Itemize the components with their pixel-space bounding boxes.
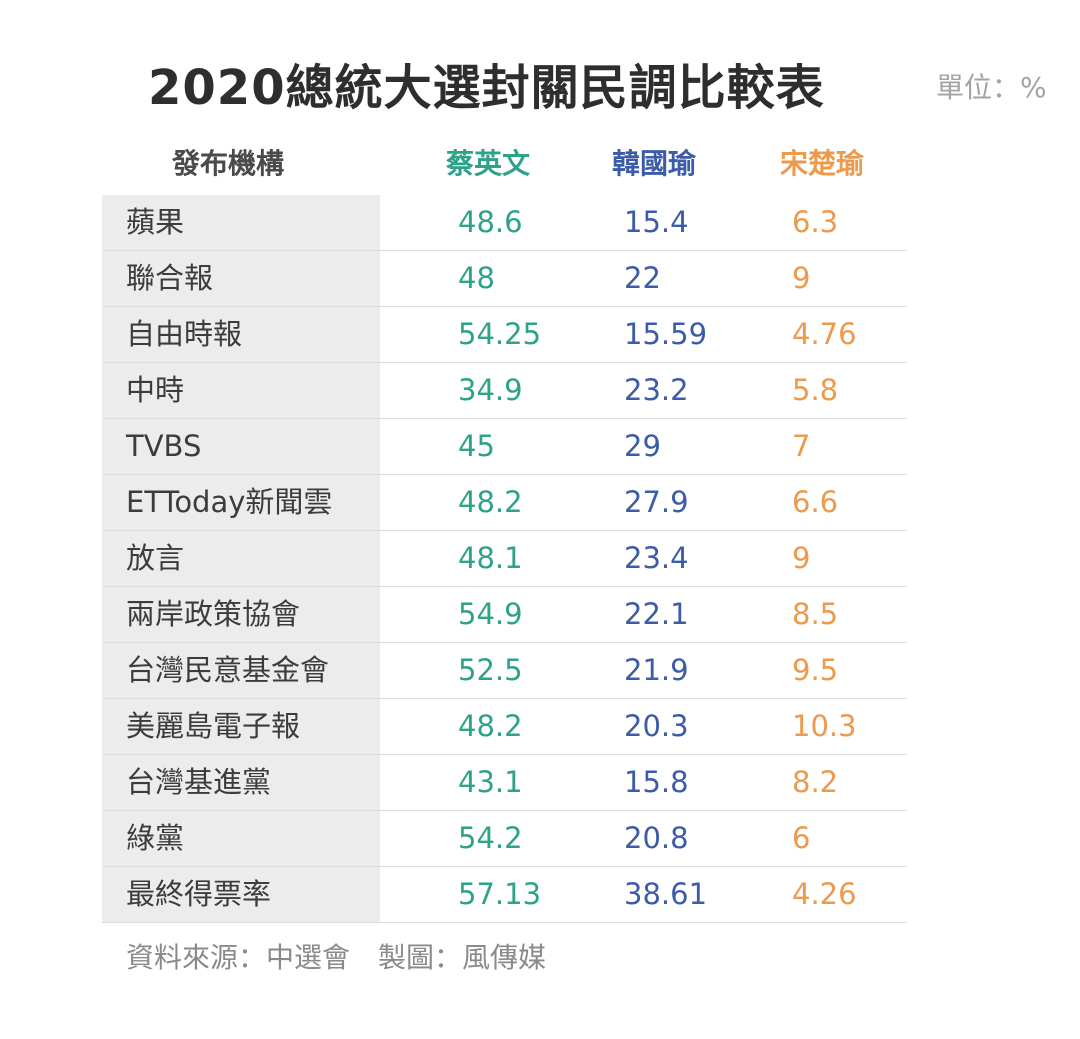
value-cell-series-1: 43.1 [458, 765, 523, 799]
value-cell-series-2: 29 [624, 429, 661, 463]
row-label: 蘋果 [126, 205, 185, 239]
row-label: 放言 [126, 541, 185, 575]
table-row: 聯合報 48 22 9 [102, 251, 907, 307]
table-row: 放言 48.1 23.4 9 [102, 531, 907, 587]
value-cell-series-2: 15.8 [624, 765, 689, 799]
value-cell-series-2: 15.4 [624, 205, 689, 239]
value-cell-series-3: 8.5 [792, 597, 839, 631]
value-cell-series-1: 48.6 [458, 205, 523, 239]
value-cell-series-1: 48.2 [458, 709, 523, 743]
value-cell-series-3: 9 [792, 261, 811, 295]
value-cell-series-2: 20.8 [624, 821, 689, 855]
value-cell-series-2: 21.9 [624, 653, 689, 687]
value-cell-series-3: 6 [792, 821, 811, 855]
value-cell-series-1: 57.13 [458, 877, 542, 911]
value-cell-series-3: 10.3 [792, 709, 857, 743]
table-row: 中時 34.9 23.2 5.8 [102, 363, 907, 419]
row-label: 中時 [126, 373, 185, 407]
column-header-series-1: 蔡英文 [446, 147, 531, 180]
value-cell-series-1: 48.2 [458, 485, 523, 519]
value-cell-series-3: 5.8 [792, 373, 839, 407]
table-row: 綠黨 54.2 20.8 6 [102, 811, 907, 867]
value-cell-series-1: 52.5 [458, 653, 523, 687]
value-cell-series-3: 6.6 [792, 485, 839, 519]
row-label: ETToday新聞雲 [126, 485, 333, 519]
value-cell-series-2: 23.4 [624, 541, 689, 575]
table-row: 最終得票率 57.13 38.61 4.26 [102, 867, 907, 923]
row-label: 自由時報 [126, 317, 243, 351]
value-cell-series-1: 48.1 [458, 541, 523, 575]
value-cell-series-3: 9 [792, 541, 811, 575]
table-row: 蘋果 48.6 15.4 6.3 [102, 195, 907, 251]
value-cell-series-2: 27.9 [624, 485, 689, 519]
value-cell-series-1: 48 [458, 261, 495, 295]
row-label: TVBS [126, 429, 202, 463]
value-cell-series-3: 4.26 [792, 877, 857, 911]
row-label: 綠黨 [126, 821, 185, 855]
table-row: 台灣基進黨 43.1 15.8 8.2 [102, 755, 907, 811]
value-cell-series-3: 7 [792, 429, 811, 463]
value-cell-series-3: 4.76 [792, 317, 857, 351]
value-cell-series-2: 23.2 [624, 373, 689, 407]
row-label: 最終得票率 [126, 877, 272, 911]
poll-table: 蘋果 48.6 15.4 6.3 聯合報 48 22 9 自由時報 54.25 15.59 4.76 中… [102, 195, 907, 923]
table-row: 自由時報 54.25 15.59 4.76 [102, 307, 907, 363]
value-cell-series-1: 54.25 [458, 317, 542, 351]
chart-title: 2020總統大選封關民調比較表 [148, 60, 825, 116]
value-cell-series-2: 38.61 [624, 877, 708, 911]
column-header-series-2: 韓國瑜 [612, 147, 697, 180]
table-row: TVBS 45 29 7 [102, 419, 907, 475]
value-cell-series-3: 9.5 [792, 653, 839, 687]
value-cell-series-2: 22.1 [624, 597, 689, 631]
value-cell-series-3: 8.2 [792, 765, 839, 799]
value-cell-series-2: 22 [624, 261, 661, 295]
table-row: 台灣民意基金會 52.5 21.9 9.5 [102, 643, 907, 699]
value-cell-series-1: 54.9 [458, 597, 523, 631]
value-cell-series-1: 45 [458, 429, 495, 463]
column-header-series-3: 宋楚瑜 [780, 147, 865, 180]
table-row: 美麗島電子報 48.2 20.3 10.3 [102, 699, 907, 755]
table-row: 兩岸政策協會 54.9 22.1 8.5 [102, 587, 907, 643]
unit-label: 單位：% [936, 71, 1047, 104]
value-cell-series-2: 20.3 [624, 709, 689, 743]
row-label: 兩岸政策協會 [126, 597, 301, 631]
row-label: 聯合報 [126, 261, 214, 295]
source-note: 資料來源：中選會 製圖：風傳媒 [126, 941, 547, 974]
value-cell-series-2: 15.59 [624, 317, 708, 351]
row-label: 台灣基進黨 [126, 765, 272, 799]
table-row: ETToday新聞雲 48.2 27.9 6.6 [102, 475, 907, 531]
row-label: 美麗島電子報 [126, 709, 301, 743]
column-header-organization: 發布機構 [172, 147, 285, 180]
value-cell-series-1: 34.9 [458, 373, 523, 407]
row-label: 台灣民意基金會 [126, 653, 330, 687]
value-cell-series-1: 54.2 [458, 821, 523, 855]
value-cell-series-3: 6.3 [792, 205, 839, 239]
